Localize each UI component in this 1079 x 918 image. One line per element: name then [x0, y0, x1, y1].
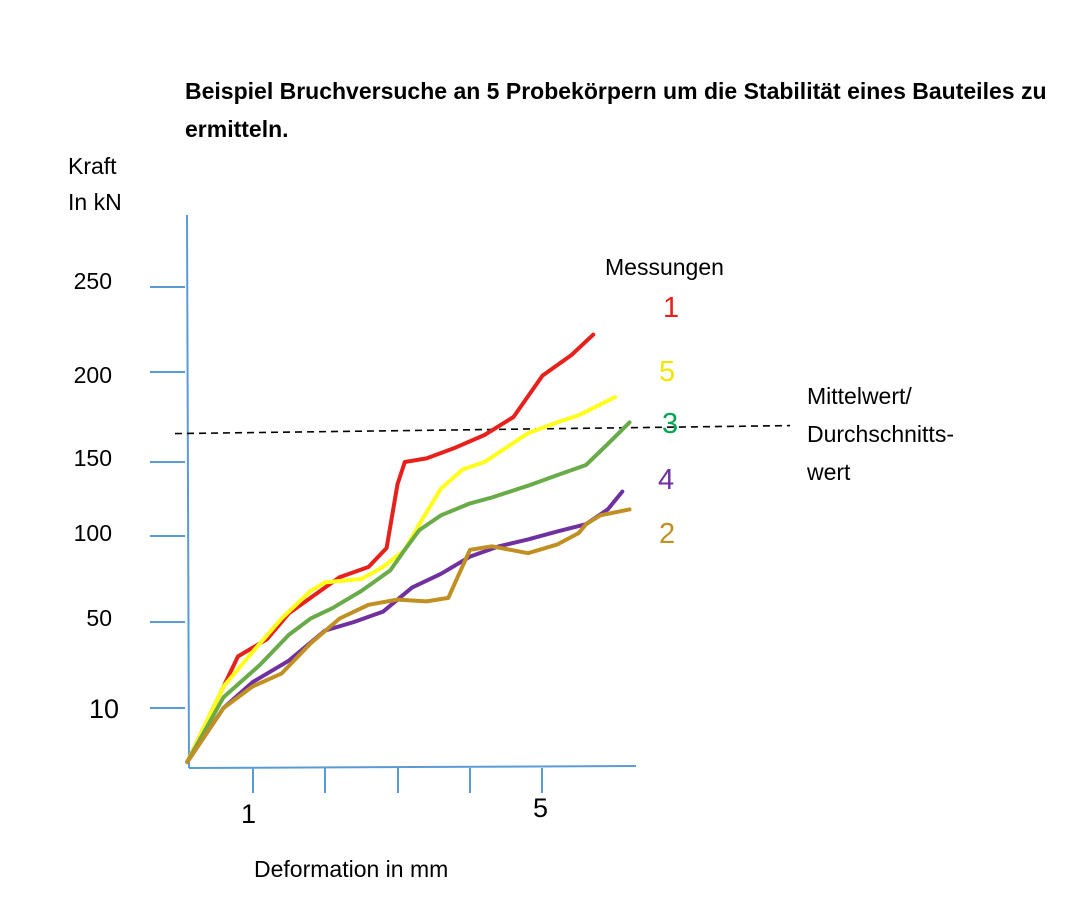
x-tick-label: 5 [533, 793, 549, 823]
y-tick-label: 200 [73, 362, 112, 388]
chart-title: Beispiel Bruchversuche an 5 Probekörpern… [185, 78, 1047, 142]
series-line-3 [185, 420, 632, 764]
y-tick-label: 50 [86, 605, 112, 631]
mean-label-line3: wert [807, 459, 851, 485]
legend-item-4: 4 [658, 464, 675, 496]
y-axis-label-line2: In kN [68, 189, 122, 215]
x-axis-label: Deformation in mm [254, 856, 449, 882]
y-axis-label-line1: Kraft [68, 153, 117, 179]
y-tick-label: 150 [73, 445, 112, 471]
series-line-1 [185, 332, 596, 764]
series-line-4 [185, 489, 625, 764]
mean-line-label: Mittelwert/ Durchschnitts- wert [807, 377, 1007, 491]
series-group [185, 332, 632, 764]
legend-item-2: 2 [659, 518, 676, 550]
legend-title: Messungen [605, 254, 724, 280]
y-axis-line [186, 214, 190, 769]
legend-item-1: 1 [663, 292, 680, 324]
mean-label-line1: Mittelwert/ [807, 383, 912, 409]
legend-item-5: 5 [659, 356, 676, 388]
y-tick-label: 100 [73, 520, 112, 546]
mean-label-line2: Durchschnitts- [807, 421, 954, 447]
series-line-2 [185, 507, 632, 764]
legend-item-3: 3 [662, 408, 679, 440]
series-line-5 [185, 395, 617, 764]
x-tick-label: 1 [241, 799, 257, 829]
axes [150, 214, 637, 793]
y-axis-label: Kraft In kN [68, 148, 158, 220]
y-tick-label: 10 [88, 694, 119, 724]
x-axis-line [188, 765, 637, 769]
mean-line [174, 424, 791, 435]
y-tick-label: 250 [73, 268, 112, 294]
mean-line-group [174, 424, 791, 435]
